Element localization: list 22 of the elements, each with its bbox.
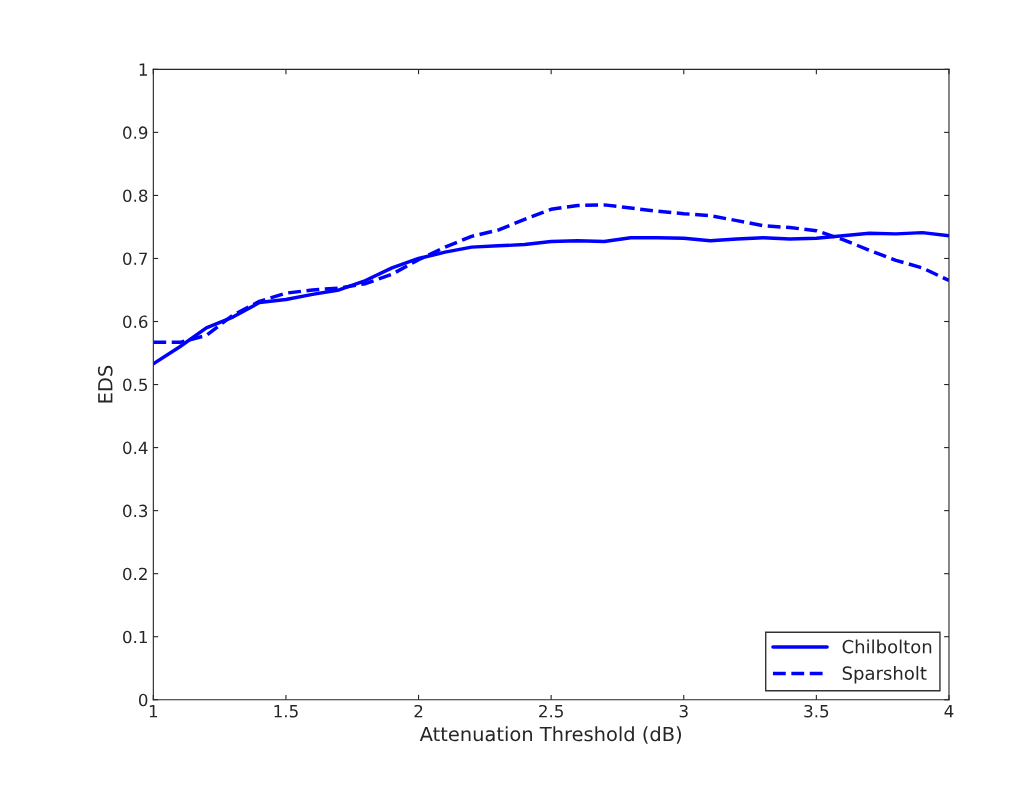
y-tick-label: 0.4: [123, 441, 148, 455]
y-tick-label: 0.3: [123, 504, 148, 518]
x-axis-title: Attenuation Threshold (dB): [419, 726, 681, 744]
legend-label: Chilbolton: [842, 639, 932, 654]
y-tick-label: 0.7: [123, 252, 148, 266]
y-tick-label: 0.9: [123, 126, 148, 139]
y-tick-label: 1: [139, 63, 147, 76]
x-tick-label: 3: [679, 704, 688, 718]
y-tick-label: 0.6: [123, 315, 148, 329]
x-tick-label: 4: [944, 705, 954, 718]
y-tick-label: 0.8: [123, 189, 148, 202]
y-tick-label: 0: [138, 693, 148, 707]
x-tick-label: 1.5: [274, 705, 298, 718]
y-tick-label: 0.2: [123, 567, 147, 581]
x-tick-label: 2: [414, 704, 423, 718]
legend-label: Sparsholt: [842, 666, 927, 684]
y-tick-label: 0.1: [123, 630, 147, 644]
x-tick-label: 2.5: [539, 704, 563, 718]
y-tick-label: 0.5: [123, 378, 148, 392]
x-tick-label: 1: [149, 705, 158, 718]
y-axis-title: EDS: [97, 365, 113, 403]
x-tick-label: 3.5: [804, 704, 829, 718]
